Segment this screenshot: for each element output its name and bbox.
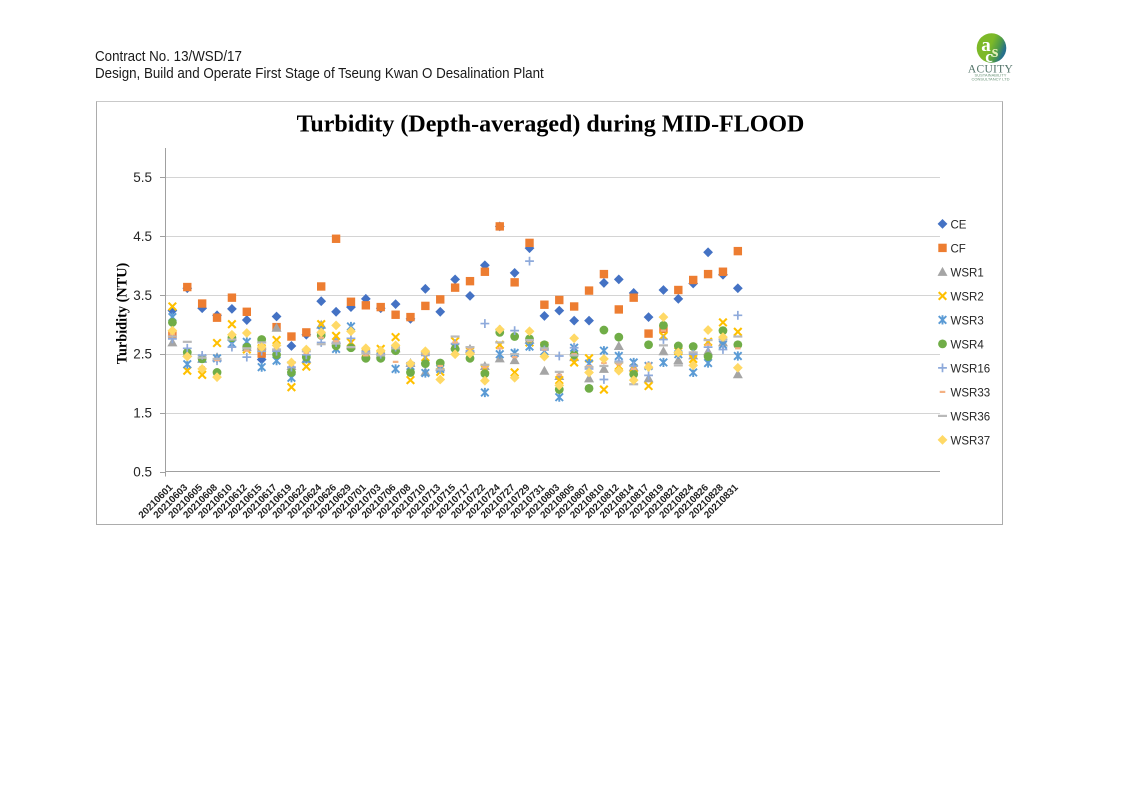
svg-text:WSR16: WSR16 [951,363,991,375]
svg-text:WSR37: WSR37 [951,435,991,447]
svg-text:4.5: 4.5 [133,229,152,244]
svg-text:0.5: 0.5 [133,465,152,480]
svg-text:c: c [985,47,993,66]
svg-text:1.5: 1.5 [133,406,152,421]
svg-text:5.5: 5.5 [133,170,152,185]
svg-text:WSR33: WSR33 [951,387,991,399]
svg-text:CONSULTANCY LTD: CONSULTANCY LTD [972,76,1010,81]
svg-text:CF: CF [951,243,966,255]
svg-text:2.5: 2.5 [133,347,152,362]
svg-text:WSR36: WSR36 [951,411,991,423]
svg-text:SUSTAINABILITY: SUSTAINABILITY [975,73,1007,78]
svg-text:WSR3: WSR3 [951,315,984,327]
svg-text:CE: CE [951,219,967,231]
svg-text:WSR1: WSR1 [951,267,984,279]
svg-text:s: s [992,42,999,61]
svg-text:WSR2: WSR2 [951,291,984,303]
svg-text:ACUITY: ACUITY [968,64,1014,76]
svg-text:WSR4: WSR4 [951,339,985,351]
svg-text:Turbidity (Depth-averaged) dur: Turbidity (Depth-averaged) during MID-FL… [297,112,805,138]
svg-text:3.5: 3.5 [133,288,152,303]
svg-text:Turbidity (NTU): Turbidity (NTU) [115,262,131,364]
svg-text:a: a [981,35,991,56]
